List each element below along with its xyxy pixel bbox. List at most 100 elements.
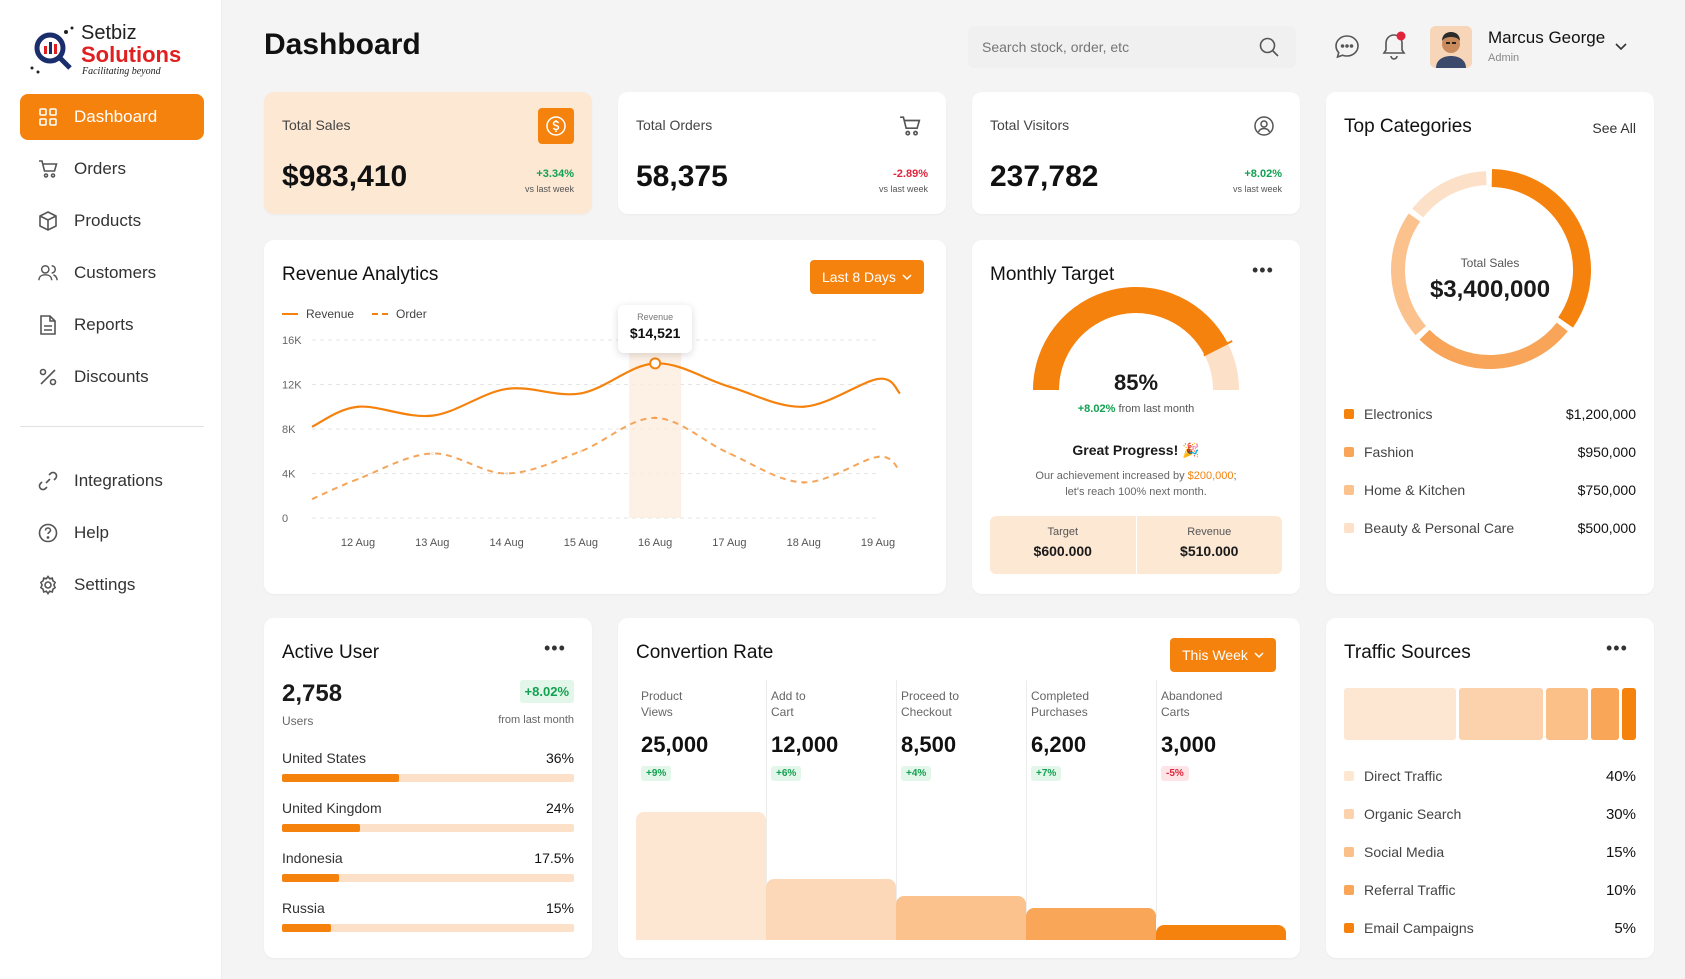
legend-revenue: Revenue xyxy=(306,307,355,321)
traffic-percent: 30% xyxy=(1605,806,1636,823)
x-tick-label: 12 Aug xyxy=(341,537,375,549)
legend-swatch xyxy=(1344,447,1354,457)
category-value: $500,000 xyxy=(1577,520,1636,536)
category-item[interactable]: Electronics xyxy=(1344,406,1432,422)
tooltip-value: $14,521 xyxy=(629,325,681,342)
x-tick-label: 14 Aug xyxy=(489,537,523,549)
card-title: Top Categories xyxy=(1344,116,1472,137)
see-all-link[interactable]: See All xyxy=(1592,120,1636,136)
categories-donut xyxy=(1391,169,1591,369)
filter-label: Last 8 Days xyxy=(822,269,896,285)
cart-icon xyxy=(892,108,928,144)
chevron-down-icon xyxy=(1254,651,1264,658)
x-tick-label: 13 Aug xyxy=(415,537,449,549)
country-percent: 36% xyxy=(545,750,574,766)
brand-logo[interactable]: Setbiz Solutions Facilitating beyond xyxy=(26,20,196,78)
kpi-card-total-sales[interactable]: Total Sales $983,410 +3.34% vs last week xyxy=(264,92,592,214)
traffic-segment[interactable] xyxy=(1591,688,1619,740)
nav-item-integrations[interactable]: Integrations xyxy=(20,458,204,504)
week-filter-button[interactable]: This Week xyxy=(1170,638,1276,672)
bell-icon[interactable] xyxy=(1380,30,1408,60)
kpi-card-total-visitors[interactable]: Total Visitors 237,782 +8.02% vs last we… xyxy=(972,92,1300,214)
avatar[interactable] xyxy=(1430,26,1472,68)
nav-item-reports[interactable]: Reports xyxy=(20,302,204,348)
target-gauge xyxy=(1033,287,1239,391)
step-label: Product Views xyxy=(641,688,682,720)
traffic-percent: 15% xyxy=(1605,844,1636,861)
revenue-point xyxy=(649,357,662,370)
card-title: Active User xyxy=(282,642,380,663)
traffic-name: Direct Traffic xyxy=(1364,768,1443,784)
step-value: 8,500 xyxy=(901,732,957,757)
search-icon[interactable] xyxy=(1258,36,1280,58)
column-divider xyxy=(766,680,767,918)
column-divider xyxy=(1026,680,1027,918)
grid-icon xyxy=(38,107,58,127)
user-name[interactable]: Marcus George xyxy=(1488,28,1606,47)
country-bar-track xyxy=(282,824,574,832)
more-options-icon[interactable]: ••• xyxy=(1606,638,1628,658)
kpi-change: +8.02% xyxy=(1244,168,1282,180)
desc-text: Our achievement increased by xyxy=(1035,470,1185,482)
nav-item-products[interactable]: Products xyxy=(20,198,204,244)
more-options-icon[interactable]: ••• xyxy=(1252,260,1274,280)
traffic-name: Organic Search xyxy=(1364,806,1462,822)
nav-item-discounts[interactable]: Discounts xyxy=(20,354,204,400)
revenue-value: $510.000 xyxy=(1180,543,1239,559)
legend-order: Order xyxy=(396,307,427,321)
traffic-segment[interactable] xyxy=(1622,688,1636,740)
users-icon xyxy=(38,263,58,283)
y-tick-label: 4K xyxy=(282,469,296,481)
traffic-segment[interactable] xyxy=(1546,688,1588,740)
date-filter-button[interactable]: Last 8 Days xyxy=(810,260,924,294)
donut-slice[interactable] xyxy=(1491,169,1591,328)
percent-icon xyxy=(38,367,58,387)
progress-description: Our achievement increased by $200,000; l… xyxy=(972,468,1300,500)
nav-item-help[interactable]: Help xyxy=(20,510,204,556)
gauge-fill xyxy=(1033,287,1228,391)
user-role: Admin xyxy=(1488,52,1520,64)
chat-icon[interactable] xyxy=(1334,34,1360,60)
category-item[interactable]: Beauty & Personal Care xyxy=(1344,520,1514,536)
category-value: $750,000 xyxy=(1577,482,1636,498)
card-title: Revenue Analytics xyxy=(282,264,439,285)
legend-swatch-order xyxy=(372,313,389,315)
traffic-item: Social Media xyxy=(1344,844,1444,860)
traffic-item: Referral Traffic xyxy=(1344,882,1456,898)
gauge-percent: 85% xyxy=(1113,370,1159,395)
chart-tooltip: Revenue $14,521 xyxy=(618,305,693,354)
legend-swatch xyxy=(1344,485,1354,495)
nav-label: Dashboard xyxy=(74,107,158,126)
nav-item-orders[interactable]: Orders xyxy=(20,146,204,192)
target-stat: Target $600.000 xyxy=(990,516,1137,574)
search-input[interactable] xyxy=(968,26,1296,68)
nav-label: Help xyxy=(74,523,109,542)
nav-item-customers[interactable]: Customers xyxy=(20,250,204,296)
nav-item-dashboard[interactable]: Dashboard xyxy=(20,94,204,140)
traffic-segment[interactable] xyxy=(1344,688,1456,740)
traffic-name: Social Media xyxy=(1364,844,1445,860)
kpi-card-total-orders[interactable]: Total Orders 58,375 -2.89% vs last week xyxy=(618,92,946,214)
step-label-line: Checkout xyxy=(901,705,952,719)
chevron-down-icon[interactable] xyxy=(1614,42,1628,52)
traffic-percent: 10% xyxy=(1605,882,1636,899)
category-item[interactable]: Home & Kitchen xyxy=(1344,482,1465,498)
category-item[interactable]: Fashion xyxy=(1344,444,1414,460)
donut-slice[interactable] xyxy=(1391,213,1427,336)
card-title: Convertion Rate xyxy=(636,642,774,663)
donut-slice[interactable] xyxy=(1412,171,1487,218)
step-label: Completed Purchases xyxy=(1031,688,1089,720)
step-label-line: Purchases xyxy=(1031,705,1088,719)
more-options-icon[interactable]: ••• xyxy=(544,638,566,658)
kpi-note: vs last week xyxy=(524,184,574,194)
nav-item-settings[interactable]: Settings xyxy=(20,562,204,608)
nav-label: Reports xyxy=(74,315,134,334)
step-change-badge: +6% xyxy=(771,766,802,781)
traffic-item: Email Campaigns xyxy=(1344,920,1474,936)
donut-slice[interactable] xyxy=(1419,322,1568,369)
legend-swatch xyxy=(1344,771,1354,781)
target-label: Target xyxy=(1047,526,1079,538)
traffic-segment[interactable] xyxy=(1459,688,1543,740)
step-label-line: Product xyxy=(641,689,683,703)
x-tick-label: 16 Aug xyxy=(638,537,672,549)
